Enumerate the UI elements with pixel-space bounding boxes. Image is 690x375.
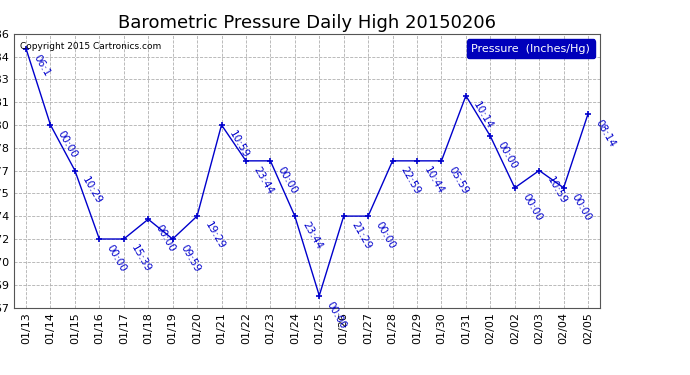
Text: 00:00: 00:00: [276, 165, 299, 196]
Text: 19:29: 19:29: [203, 220, 226, 251]
Pressure  (Inches/Hg): [241, 159, 250, 163]
Pressure  (Inches/Hg): [22, 46, 30, 51]
Pressure  (Inches/Hg): [46, 123, 55, 127]
Text: 23:44: 23:44: [300, 220, 324, 251]
Pressure  (Inches/Hg): [511, 186, 519, 190]
Text: 00:00: 00:00: [496, 140, 520, 171]
Text: 10:59: 10:59: [227, 129, 250, 160]
Text: 00:00: 00:00: [569, 192, 593, 223]
Pressure  (Inches/Hg): [486, 134, 495, 138]
Text: 00:00: 00:00: [56, 129, 79, 160]
Text: 10:59: 10:59: [545, 175, 569, 206]
Text: 22:59: 22:59: [398, 165, 422, 196]
Pressure  (Inches/Hg): [388, 159, 397, 163]
Pressure  (Inches/Hg): [560, 186, 568, 190]
Pressure  (Inches/Hg): [144, 217, 152, 222]
Pressure  (Inches/Hg): [290, 214, 299, 218]
Text: 21:29: 21:29: [349, 220, 373, 251]
Text: 15:39: 15:39: [129, 243, 153, 274]
Pressure  (Inches/Hg): [364, 214, 373, 218]
Text: 10:14: 10:14: [471, 100, 495, 131]
Pressure  (Inches/Hg): [535, 168, 543, 173]
Text: 09:59: 09:59: [178, 243, 202, 274]
Pressure  (Inches/Hg): [339, 214, 348, 218]
Text: 00:00: 00:00: [325, 300, 348, 330]
Pressure  (Inches/Hg): [584, 111, 592, 116]
Text: 10:44: 10:44: [422, 165, 446, 196]
Text: 00:00: 00:00: [374, 220, 397, 251]
Text: 10:29: 10:29: [81, 175, 104, 206]
Text: 08:14: 08:14: [593, 118, 618, 149]
Pressure  (Inches/Hg): [217, 123, 226, 127]
Pressure  (Inches/Hg): [462, 93, 470, 98]
Title: Barometric Pressure Daily High 20150206: Barometric Pressure Daily High 20150206: [118, 14, 496, 32]
Text: 00:00: 00:00: [105, 243, 128, 274]
Text: 23:44: 23:44: [252, 165, 275, 196]
Pressure  (Inches/Hg): [266, 159, 275, 163]
Pressure  (Inches/Hg): [71, 168, 79, 173]
Pressure  (Inches/Hg): [168, 237, 177, 241]
Legend: Pressure  (Inches/Hg): Pressure (Inches/Hg): [467, 39, 595, 58]
Pressure  (Inches/Hg): [413, 159, 421, 163]
Pressure  (Inches/Hg): [315, 293, 324, 298]
Pressure  (Inches/Hg): [119, 237, 128, 241]
Text: 05:59: 05:59: [447, 165, 471, 196]
Pressure  (Inches/Hg): [95, 237, 104, 241]
Line: Pressure  (Inches/Hg): Pressure (Inches/Hg): [23, 46, 591, 298]
Pressure  (Inches/Hg): [193, 214, 201, 218]
Text: 00:00: 00:00: [154, 224, 177, 254]
Text: 00:00: 00:00: [520, 192, 544, 223]
Text: 06:1: 06:1: [32, 53, 52, 78]
Text: Copyright 2015 Cartronics.com: Copyright 2015 Cartronics.com: [19, 42, 161, 51]
Pressure  (Inches/Hg): [437, 159, 446, 163]
